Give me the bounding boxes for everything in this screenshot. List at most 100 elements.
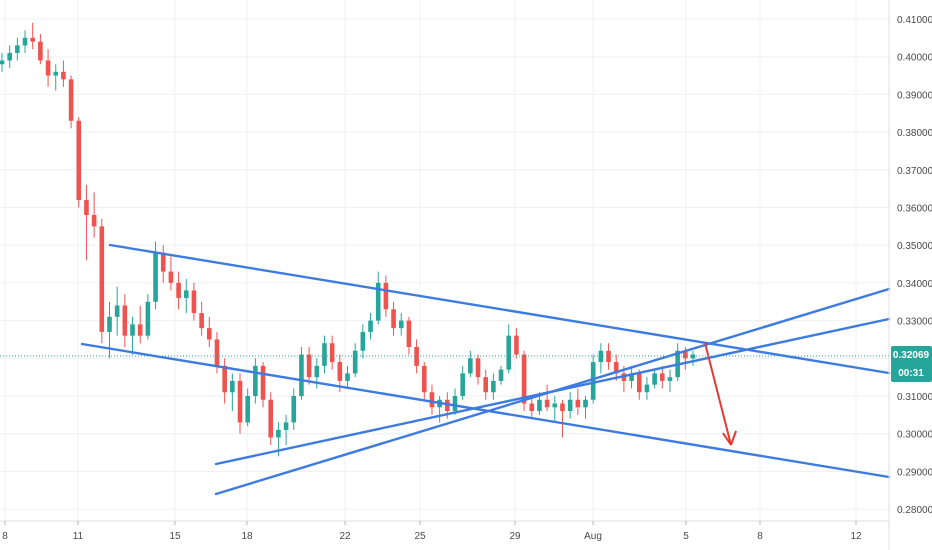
candle-body xyxy=(475,358,481,378)
candle-body xyxy=(199,313,204,329)
candle-body xyxy=(613,362,619,374)
candle-body xyxy=(99,226,105,332)
rising-line-lower[interactable] xyxy=(214,287,891,496)
candle-body xyxy=(491,380,496,393)
last-price-badge-bg xyxy=(891,346,932,382)
candle-body xyxy=(291,396,297,423)
candle-body xyxy=(506,335,512,370)
candle-body xyxy=(560,403,565,412)
candle-body xyxy=(383,282,389,310)
candle-body xyxy=(521,354,527,404)
candle-body xyxy=(337,362,343,381)
time-tick-label: Aug xyxy=(584,531,602,542)
candle-body xyxy=(421,365,427,393)
candle-body xyxy=(145,301,151,336)
price-tick-label: 0.28000 xyxy=(897,505,932,516)
candle-body xyxy=(237,380,243,423)
candle-body xyxy=(30,37,36,42)
candle-body xyxy=(498,369,504,381)
candle-body xyxy=(483,377,489,393)
candle-body xyxy=(352,350,358,374)
forecast-arrow-shaft[interactable] xyxy=(704,342,732,446)
candle-body xyxy=(114,305,120,317)
candle-body xyxy=(130,324,135,336)
candlestick-series xyxy=(0,22,696,457)
candle-body xyxy=(7,52,12,61)
candle-body xyxy=(214,339,220,366)
price-tick-label: 0.34000 xyxy=(897,279,932,290)
last-price-label: 0.32069 xyxy=(893,350,930,361)
candle-body xyxy=(629,373,634,381)
candle-body xyxy=(176,282,181,298)
candle-body xyxy=(168,271,174,283)
candle-body xyxy=(306,354,312,378)
trendlines[interactable] xyxy=(80,243,891,496)
candle-body xyxy=(91,215,97,227)
candle-body xyxy=(652,373,657,385)
forecast-arrow-head xyxy=(730,430,737,446)
time-tick-label: 8 xyxy=(2,531,8,542)
time-axis[interactable]: 8 11 15 18 22 25 29 Aug 5 8 12 xyxy=(2,521,862,542)
candle-body xyxy=(414,346,419,366)
candle-body xyxy=(245,396,250,423)
channel-lower-line[interactable] xyxy=(80,342,891,479)
candle-body xyxy=(575,399,581,408)
candle-body xyxy=(529,403,535,412)
candle-body xyxy=(398,320,404,329)
candle-body xyxy=(552,403,558,408)
time-tick-label: 29 xyxy=(509,531,521,542)
candle-body xyxy=(606,350,611,363)
last-price-badge: 0.32069 00:31 xyxy=(891,346,932,382)
candle-body xyxy=(45,60,51,76)
candle-body xyxy=(183,290,189,298)
candle-body xyxy=(53,71,59,76)
candle-body xyxy=(445,399,450,412)
candle-body xyxy=(38,41,43,61)
price-tick-label: 0.41000 xyxy=(897,15,932,26)
candle-body xyxy=(153,252,158,302)
candle-body xyxy=(567,399,573,412)
time-tick-label: 25 xyxy=(414,531,426,542)
candle-body xyxy=(460,373,465,396)
candle-body xyxy=(391,309,396,329)
candle-body xyxy=(84,199,89,216)
candle-body xyxy=(230,380,235,393)
channel-upper-line[interactable] xyxy=(108,243,891,375)
candle-body xyxy=(160,252,166,272)
candle-body xyxy=(429,392,435,408)
candle-body xyxy=(544,399,550,408)
candle-body xyxy=(590,362,596,400)
countdown-label: 00:31 xyxy=(898,368,924,379)
time-tick-label: 12 xyxy=(850,531,862,542)
price-tick-label: 0.29000 xyxy=(897,467,932,478)
price-axis[interactable]: 0.41000 0.40000 0.39000 0.38000 0.37000 0.360… xyxy=(897,15,932,516)
candle-body xyxy=(667,377,673,381)
candle-body xyxy=(191,290,197,314)
candle-body xyxy=(659,373,665,381)
candle-body xyxy=(406,320,412,347)
candle-body xyxy=(368,320,373,332)
candle-body xyxy=(537,399,542,412)
candle-body xyxy=(452,396,458,412)
candle-body xyxy=(683,350,688,359)
candle-body xyxy=(314,365,320,378)
price-tick-label: 0.35000 xyxy=(897,241,932,252)
candle-body xyxy=(360,331,366,351)
candle-body xyxy=(68,79,74,121)
candle-body xyxy=(76,120,82,200)
time-tick-label: 8 xyxy=(757,531,763,542)
candle-body xyxy=(260,365,266,400)
time-tick-label: 15 xyxy=(169,531,181,542)
forecast-arrow-head xyxy=(722,432,732,446)
candle-body xyxy=(329,343,335,363)
candle-body xyxy=(583,399,588,408)
candle-body xyxy=(222,365,227,393)
time-tick-label: 22 xyxy=(339,531,351,542)
price-tick-label: 0.36000 xyxy=(897,204,932,215)
candle-body xyxy=(322,343,327,366)
price-tick-label: 0.40000 xyxy=(897,53,932,64)
candle-body xyxy=(0,60,5,65)
candle-body xyxy=(122,305,128,336)
candle-body xyxy=(268,399,274,438)
